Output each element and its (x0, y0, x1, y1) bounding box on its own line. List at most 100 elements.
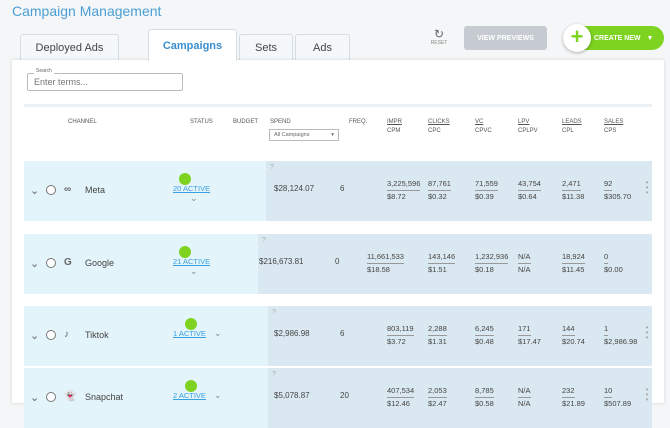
info-icon[interactable]: ? (262, 237, 266, 244)
spend-filter-select[interactable]: All Campaigns ▾ (269, 129, 339, 141)
info-icon[interactable]: ? (272, 371, 276, 378)
channel-row-tiktok: ⌄ ♪ Tiktok 1 ACTIVE ⌄ ? $2,986.98 6 803,1… (24, 306, 652, 366)
header-status: STATUS (190, 119, 213, 125)
metric-cell: 407,534 $12.46 (387, 385, 415, 409)
metric-cost: $0.00 (604, 265, 623, 274)
channel-name: Meta (85, 185, 106, 195)
header-metric[interactable]: IMPR CPM (387, 118, 402, 136)
metric-cell: 87,761 $0.32 (428, 178, 451, 202)
expand-chevron-icon[interactable]: ⌄ (30, 392, 40, 404)
tab-campaigns[interactable]: Campaigns (148, 29, 237, 61)
metric-value: 71,559 (475, 178, 498, 191)
header-metric[interactable]: SALES CPS (604, 118, 623, 136)
spend-value: $28,124.07 (274, 184, 315, 193)
header-metric[interactable]: LEADS CPL (562, 118, 582, 136)
divider (24, 104, 652, 107)
tab-deployed-ads[interactable]: Deployed Ads (20, 34, 119, 61)
select-radio[interactable] (46, 392, 56, 402)
metrics-area (266, 161, 652, 221)
metric-value: 92 (604, 178, 613, 191)
spend-value: $2,986.98 (274, 329, 310, 338)
header-spend: SPEND (270, 119, 291, 125)
metric-cell: 0 $0.00 (604, 251, 623, 275)
expand-chevron-icon[interactable]: ⌄ (30, 330, 40, 342)
status-chevron-icon[interactable]: ⌄ (214, 328, 222, 338)
metric-cell: 8,785 $0.58 (475, 385, 494, 409)
header-metric[interactable]: LPV CPLPV (518, 118, 538, 136)
metric-secondary-label: CPS (604, 128, 617, 134)
search-label: Search (34, 68, 54, 74)
metric-cell: 1,232,936 $0.18 (475, 251, 509, 275)
metric-cell: 2,471 $11.38 (562, 178, 584, 202)
metric-cost: $507.89 (604, 399, 632, 408)
metric-cell: 92 $305.70 (604, 178, 631, 202)
active-count-link[interactable]: 1 ACTIVE (173, 329, 206, 338)
select-radio[interactable] (46, 330, 56, 340)
metric-cost: $11.45 (562, 265, 585, 274)
refresh-icon: ↻ (433, 27, 445, 41)
view-previews-button[interactable]: VIEW PREVIEWS (464, 26, 547, 50)
spend-value: $216,673.81 (259, 257, 304, 266)
spend-value: $5,078.87 (274, 391, 310, 400)
more-options-icon[interactable]: • • • (645, 178, 649, 197)
metric-cost: $17.47 (518, 337, 541, 346)
metric-value: 43,754 (518, 178, 541, 191)
status-chevron-icon[interactable]: ⌄ (190, 193, 198, 203)
metric-cost: $11.38 (562, 192, 585, 201)
freq-value: 6 (340, 329, 345, 338)
metric-value: 2,471 (562, 178, 581, 191)
status-dot (179, 246, 191, 258)
header-metric[interactable]: VC CPVC (475, 118, 492, 136)
metric-cost: $3.72 (387, 337, 406, 346)
select-radio[interactable] (46, 185, 56, 195)
metric-cell: 1 $2,986.98 (604, 323, 637, 347)
metric-value: 87,761 (428, 178, 451, 191)
expand-chevron-icon[interactable]: ⌄ (30, 185, 40, 197)
freq-value: 6 (340, 184, 345, 193)
metric-cell: 3,225,596 $8.72 (387, 178, 421, 202)
metric-primary-label: LPV (518, 119, 530, 125)
select-radio[interactable] (46, 258, 56, 268)
metric-value: 0 (604, 251, 609, 264)
status-chevron-icon[interactable]: ⌄ (214, 390, 222, 400)
channel-name: Snapchat (85, 392, 124, 402)
header-budget: BUDGET (233, 119, 259, 125)
metric-secondary-label: CPM (387, 128, 401, 134)
metric-primary-label: IMPR (387, 119, 402, 125)
reset-label: RESET (430, 40, 448, 46)
metric-value: 2,053 (428, 385, 447, 398)
snapchat-icon: 👻 (64, 391, 77, 402)
metric-cost: $12.46 (387, 399, 410, 408)
more-options-icon[interactable]: • • • (645, 323, 649, 342)
tab-ads[interactable]: Ads (295, 34, 350, 61)
search-input[interactable] (27, 73, 183, 91)
metric-cell: N/A N/A (518, 385, 531, 409)
metric-value: 10 (604, 385, 613, 398)
metric-cost: $20.74 (562, 337, 585, 346)
active-count-link[interactable]: 21 ACTIVE (173, 257, 211, 266)
metric-value: 143,146 (428, 251, 456, 264)
metric-value: 1,232,936 (475, 251, 509, 264)
channel-row-google: ⌄ G Google 21 ACTIVE ⌄ ? $216,673.81 0 11… (24, 234, 652, 294)
metric-secondary-label: CPVC (475, 128, 492, 134)
create-new-button[interactable]: + CREATE NEW ▼ (563, 24, 664, 52)
tiktok-icon: ♪ (64, 329, 69, 340)
metric-value: 3,225,596 (387, 178, 421, 191)
metric-cost: $0.39 (475, 192, 494, 201)
reset-button[interactable]: ↻ RESET (428, 28, 450, 46)
active-count-link[interactable]: 2 ACTIVE (173, 391, 206, 400)
metric-cell: 2,288 $1.31 (428, 323, 447, 347)
metric-value: 407,534 (387, 385, 415, 398)
metric-cost: $8.72 (387, 192, 406, 201)
info-icon[interactable]: ? (270, 164, 274, 171)
metric-primary-label: VC (475, 119, 484, 125)
active-count-link[interactable]: 20 ACTIVE (173, 184, 211, 193)
header-metric[interactable]: CLICKS CPC (428, 118, 450, 136)
metric-cell: 2,053 $2.47 (428, 385, 447, 409)
status-chevron-icon[interactable]: ⌄ (190, 266, 198, 276)
tab-sets[interactable]: Sets (239, 34, 293, 61)
more-options-icon[interactable]: • • • (645, 385, 649, 404)
metric-cost: $21.89 (562, 399, 585, 408)
info-icon[interactable]: ? (272, 309, 276, 316)
expand-chevron-icon[interactable]: ⌄ (30, 258, 40, 270)
